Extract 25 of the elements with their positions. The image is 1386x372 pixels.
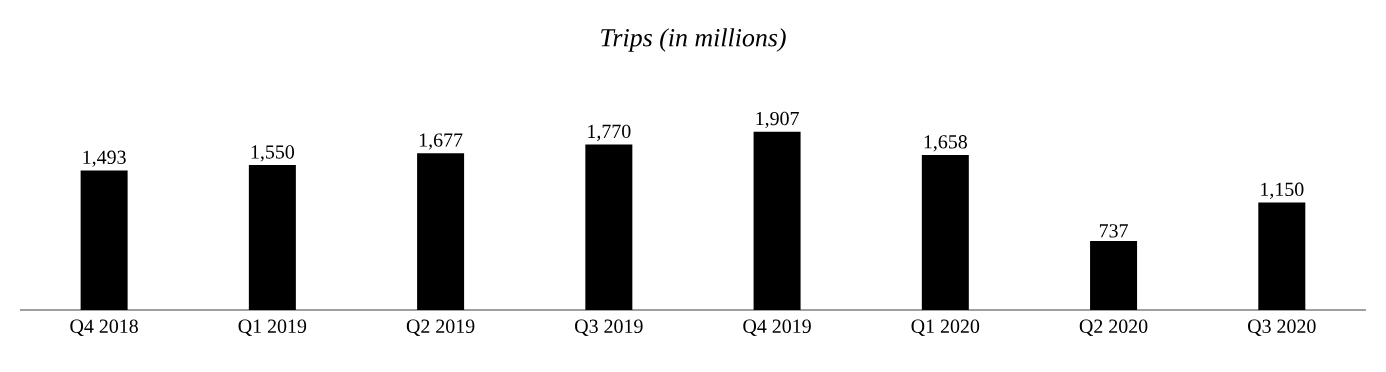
x-tick-label: Q4 2019 [743, 319, 811, 337]
data-label: 1,658 [924, 135, 967, 152]
x-tick-label: Q3 2019 [575, 319, 643, 337]
x-tick-label: Q3 2020 [1248, 319, 1316, 337]
x-tick-label: Q1 2019 [238, 319, 307, 337]
bar [921, 154, 969, 310]
data-label: 737 [1099, 224, 1128, 238]
bar [1090, 241, 1138, 310]
x-tick-label: Q2 2020 [1079, 319, 1148, 337]
bar [80, 170, 128, 310]
data-label: 1,150 [1261, 182, 1304, 199]
bar [1258, 202, 1306, 310]
bar [417, 153, 465, 310]
data-label: 1,770 [588, 124, 631, 141]
bar [753, 131, 801, 310]
bar [248, 165, 296, 310]
x-tick-label: Q1 2020 [911, 319, 980, 337]
data-label: 1,677 [419, 133, 463, 150]
x-tick-label: Q4 2018 [70, 319, 138, 337]
data-label: 1,907 [756, 111, 799, 129]
data-label: 1,493 [83, 150, 126, 167]
x-tick-label: Q2 2019 [406, 319, 475, 337]
data-label: 1,550 [251, 145, 295, 162]
chart-title: Trips (in millions) [601, 28, 786, 52]
bar [585, 144, 633, 310]
